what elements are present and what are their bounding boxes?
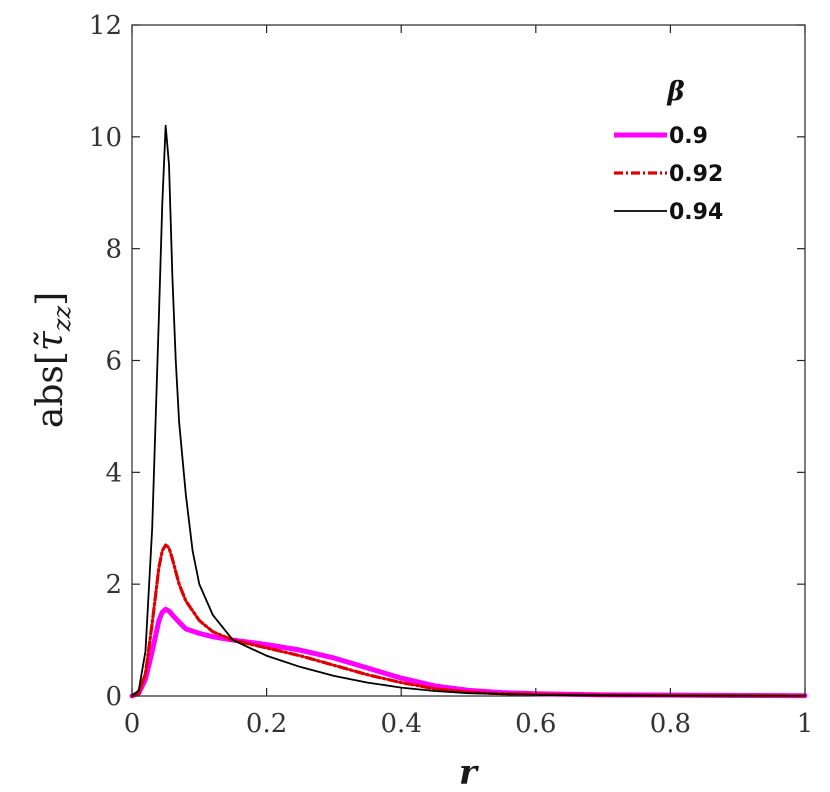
x-tick-label: 0 [124,709,141,739]
y-tick-label: 8 [105,235,122,265]
y-tick-label: 10 [89,123,122,153]
y-axis-title-prefix: abs[ [30,351,71,428]
y-tick-label: 6 [105,347,122,377]
y-axis-title-symbol: τ̃ [30,330,71,351]
y-axis-title-suffix: ] [30,292,71,306]
y-tick-label: 2 [105,570,122,600]
y-tick-label: 4 [105,458,122,488]
x-tick-label: 0.8 [650,709,691,739]
plot-frame [131,24,806,697]
legend-label: 0.9 [669,124,708,149]
legend-label: 0.92 [669,162,723,187]
legend-items: 0.9 0.92 0.94 [614,124,723,225]
axis-ticks [131,24,806,697]
x-tick-label: 0.6 [515,709,556,739]
x-tick-label: 1 [797,709,814,739]
series-line-0-94 [131,124,806,697]
legend-title: β [666,77,684,107]
plot-area-border [131,24,806,697]
x-tick-label: 0.2 [246,709,287,739]
x-tick-label: 0.4 [381,709,422,739]
y-axis-title-subscript: zz [48,306,76,333]
x-tick-labels: 0 0.2 0.4 0.6 0.8 1 [124,709,814,739]
y-tick-label: 12 [89,11,122,41]
legend: β 0.9 0.92 0.94 [614,77,723,225]
series-group [129,124,808,699]
legend-label: 0.94 [669,200,723,225]
y-axis-title: abs[τ̃zz] [30,292,76,428]
y-tick-label: 0 [105,682,122,712]
x-axis-title: r [459,753,479,792]
y-tick-labels: 0 2 4 6 8 10 12 [89,11,122,712]
